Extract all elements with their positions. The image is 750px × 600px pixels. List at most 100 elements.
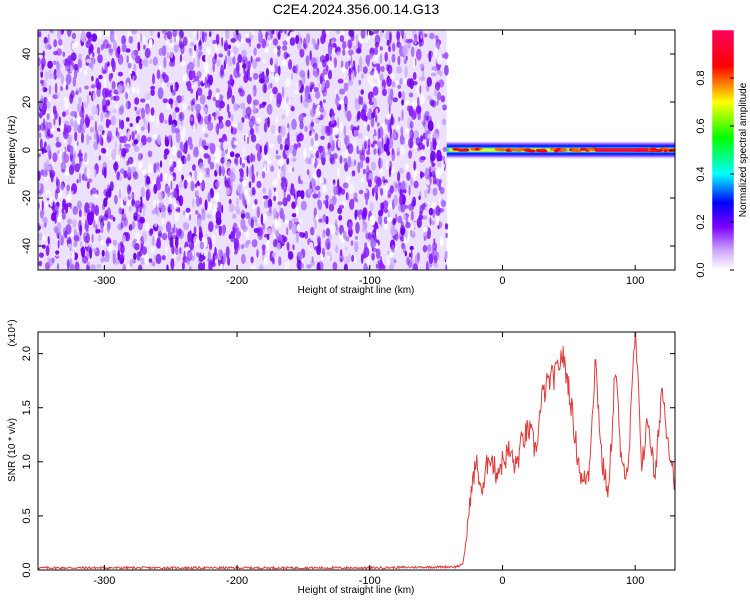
noise-blob (172, 234, 177, 240)
y-tick-label: 2.0 (21, 346, 33, 361)
noise-blob (134, 106, 137, 111)
noise-blob (208, 221, 214, 233)
noise-blob (61, 211, 66, 220)
noise-blob (299, 70, 306, 78)
noise-blob (192, 123, 196, 131)
noise-blob (204, 31, 207, 43)
y-tick-label: -40 (21, 238, 33, 254)
noise-blob (420, 35, 423, 40)
noise-blob (179, 54, 183, 63)
noise-blob (169, 236, 174, 248)
noise-blob (296, 190, 303, 197)
noise-blob (204, 237, 208, 248)
noise-blob (378, 126, 384, 139)
noise-blob (206, 95, 212, 100)
noise-blob (143, 121, 149, 130)
noise-blob (215, 162, 220, 173)
noise-blob (354, 235, 359, 240)
noise-blob (274, 73, 280, 83)
noise-blob (440, 238, 444, 244)
noise-blob (196, 87, 203, 96)
noise-blob (175, 83, 179, 89)
noise-blob (104, 113, 110, 118)
noise-blob (232, 55, 236, 65)
noise-blob (54, 189, 59, 200)
noise-blob (375, 108, 379, 114)
noise-blob (189, 230, 192, 242)
noise-blob (271, 72, 275, 79)
noise-blob (397, 171, 401, 182)
noise-blob (169, 203, 175, 211)
noise-blob (278, 30, 284, 34)
noise-blob (88, 46, 91, 56)
noise-blob (175, 131, 181, 144)
noise-blob (137, 218, 143, 231)
noise-blob (204, 55, 208, 62)
noise-blob (156, 237, 161, 249)
noise-blob (412, 168, 418, 177)
signal-peak (572, 149, 581, 153)
noise-blob (292, 244, 295, 251)
noise-blob (259, 103, 262, 110)
noise-blob (112, 253, 116, 265)
noise-blob (196, 217, 202, 227)
noise-blob (45, 201, 49, 210)
noise-blob (153, 255, 156, 261)
noise-blob (143, 117, 146, 124)
noise-blob (203, 167, 207, 172)
noise-blob (125, 48, 131, 53)
noise-blob (94, 168, 97, 178)
noise-blob (212, 252, 218, 260)
noise-blob (287, 251, 294, 261)
noise-blob (64, 230, 68, 239)
noise-blob (347, 39, 353, 49)
noise-blob (169, 158, 174, 167)
noise-blob (304, 85, 311, 96)
noise-blob (299, 120, 304, 130)
noise-blob (258, 264, 264, 270)
noise-blob (168, 42, 175, 48)
noise-blob (263, 163, 269, 174)
noise-blob (266, 103, 273, 115)
noise-blob (357, 125, 360, 131)
noise-blob (417, 111, 421, 121)
noise-blob (38, 57, 42, 67)
noise-blob (94, 204, 100, 216)
noise-blob (325, 199, 329, 209)
noise-blob (245, 212, 251, 219)
noise-blob (236, 238, 240, 249)
noise-blob (340, 188, 346, 195)
noise-blob (215, 181, 221, 189)
noise-blob (373, 135, 378, 141)
noise-blob (437, 57, 443, 65)
noise-blob (150, 30, 153, 37)
noise-blob (361, 211, 367, 221)
noise-blob (73, 240, 78, 248)
noise-blob (122, 194, 129, 202)
noise-blob (62, 148, 66, 153)
noise-blob (133, 252, 137, 261)
noise-blob (56, 178, 60, 190)
noise-blob (328, 62, 335, 70)
noise-blob (250, 134, 257, 143)
noise-blob (96, 189, 99, 195)
noise-blob (58, 39, 63, 46)
noise-blob (355, 221, 360, 234)
noise-blob (175, 36, 180, 41)
noise-blob (233, 140, 238, 146)
noise-blob (43, 36, 48, 45)
noise-blob (399, 194, 403, 206)
spectrogram-y-label: Frequency (Hz) (7, 116, 18, 185)
noise-blob (365, 165, 370, 177)
noise-blob (156, 115, 159, 128)
signal-peak (535, 148, 542, 153)
noise-blob (357, 161, 361, 174)
noise-blob (165, 221, 172, 233)
noise-blob (215, 33, 220, 45)
noise-blob (199, 94, 206, 105)
snr-x-ticks: -300 -200 -100 0 100 (93, 332, 644, 587)
noise-blob (43, 121, 48, 126)
y-tick-label: 0.0 (21, 562, 33, 577)
noise-blob (97, 234, 102, 242)
